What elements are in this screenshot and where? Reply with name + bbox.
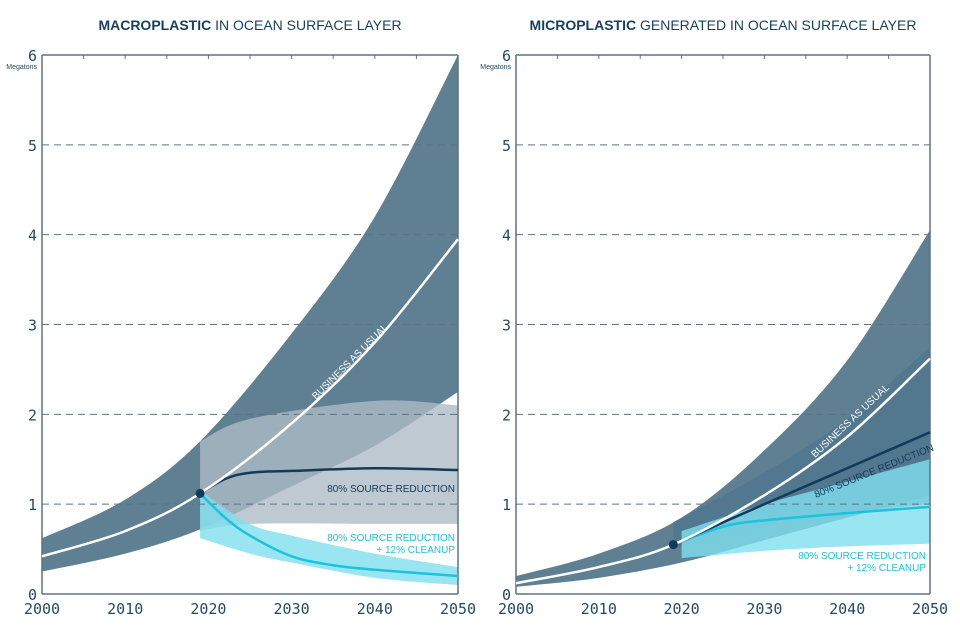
band-1 [200, 400, 458, 532]
y-tick-label: 5 [502, 137, 511, 155]
series-line-2 [672, 505, 931, 546]
series-label: 80% SOURCE REDUCTION [327, 484, 455, 495]
series-line-1 [672, 431, 931, 546]
y-tick-label: 1 [502, 496, 511, 514]
y-tick-label: 0 [502, 586, 511, 604]
series-label: + 12% CLEANUP [847, 563, 926, 574]
x-tick-label: 2020 [664, 600, 700, 618]
start-point [195, 488, 205, 498]
chart-title-rest: GENERATED IN OCEAN SURFACE LAYER [636, 17, 916, 33]
y-tick-label: 6 [28, 47, 37, 65]
y-tick-label: 4 [28, 227, 37, 245]
series-label: 80% SOURCE REDUCTION [798, 551, 926, 562]
y-tick-label: 3 [502, 317, 511, 335]
y-tick-label: 5 [28, 137, 37, 155]
series-label: 80% SOURCE REDUCTION [327, 533, 455, 544]
x-tick-label: 2030 [274, 600, 310, 618]
series-label: + 12% CLEANUP [376, 545, 455, 556]
y-tick-label: 2 [502, 406, 511, 424]
x-tick-label: 2050 [912, 600, 948, 618]
band-2 [681, 459, 930, 559]
series-line-1 [199, 466, 459, 495]
y-tick-label: 0 [28, 586, 37, 604]
band-2 [200, 490, 458, 586]
x-tick-label: 2040 [829, 600, 865, 618]
chart-panel-0: MACROPLASTIC IN OCEAN SURFACE LAYER 0 1 2 3 4… [6, 17, 476, 618]
series-line-0 [41, 238, 459, 558]
chart-title-bold: MICROPLASTIC [530, 17, 637, 33]
chart-title-rest: IN OCEAN SURFACE LAYER [211, 17, 401, 33]
chart-title: MICROPLASTIC GENERATED IN OCEAN SURFACE … [530, 17, 917, 33]
y-tick-label: 3 [28, 317, 37, 335]
x-tick-label: 2000 [498, 600, 534, 618]
y-tick-label: 1 [28, 496, 37, 514]
x-tick-label: 2020 [190, 600, 226, 618]
x-tick-label: 2040 [357, 600, 393, 618]
y-tick-label: 2 [28, 406, 37, 424]
x-tick-label: 2030 [746, 600, 782, 618]
x-tick-label: 2000 [24, 600, 60, 618]
x-tick-label: 2010 [107, 600, 143, 618]
chart-panel-1: MICROPLASTIC GENERATED IN OCEAN SURFACE … [480, 17, 948, 618]
y-axis-label: Megatons [480, 64, 511, 71]
y-tick-label: 4 [502, 227, 511, 245]
chart-title: MACROPLASTIC IN OCEAN SURFACE LAYER [98, 17, 401, 33]
y-axis-label: Megatons [6, 64, 37, 71]
y-tick-label: 6 [502, 47, 511, 65]
start-point [668, 540, 678, 550]
chart-title-bold: MACROPLASTIC [98, 17, 211, 33]
series-line-0 [515, 357, 931, 585]
x-tick-label: 2010 [581, 600, 617, 618]
series-line-2 [199, 492, 459, 578]
x-tick-label: 2050 [440, 600, 476, 618]
